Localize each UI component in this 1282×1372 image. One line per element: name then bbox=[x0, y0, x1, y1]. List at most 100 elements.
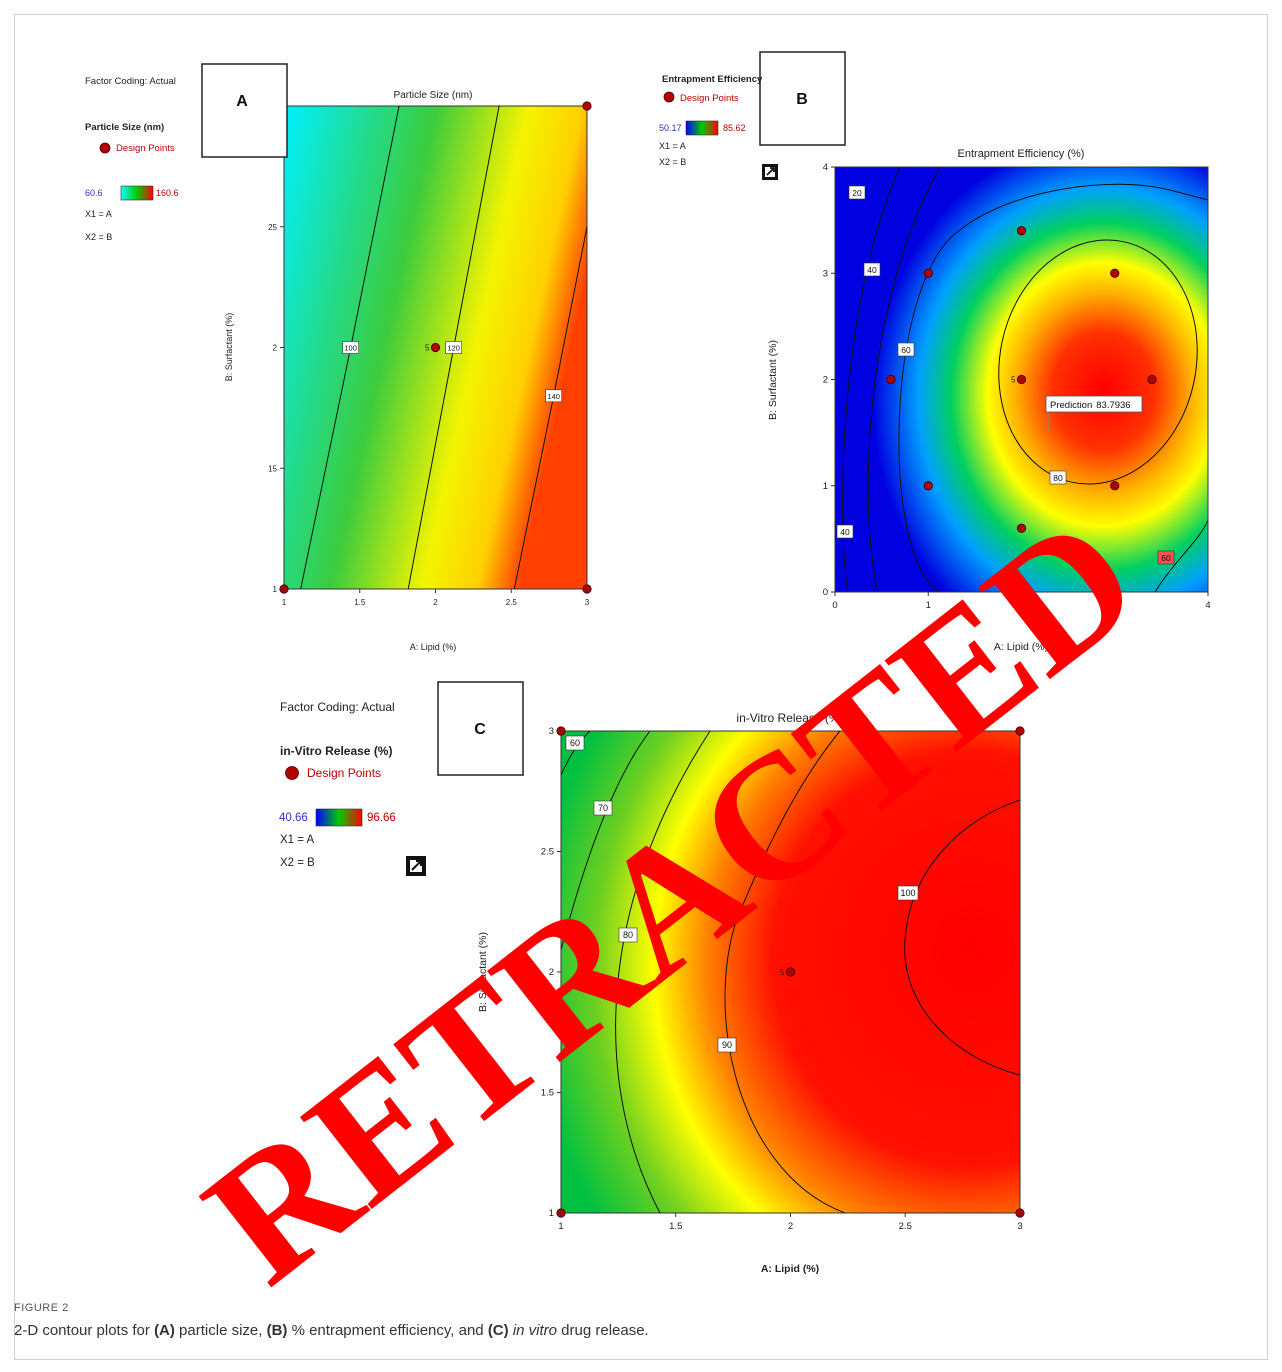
contour-label: 20 bbox=[852, 188, 862, 198]
design-points-b: 5 bbox=[886, 226, 1157, 533]
color-scale-b bbox=[685, 120, 719, 136]
panel-label-c: C bbox=[474, 721, 486, 738]
y-tick-label: 2 bbox=[549, 967, 554, 978]
design-point bbox=[1015, 726, 1025, 736]
contour-label-box bbox=[848, 185, 866, 200]
x-tick-label: 0 bbox=[832, 600, 837, 611]
y-tick-label: 2 bbox=[823, 375, 828, 386]
contour-label-box bbox=[618, 927, 638, 943]
contour-label-box bbox=[717, 1037, 737, 1053]
legend-x2-c: X2 = B bbox=[280, 857, 315, 869]
factor-coding-a: Factor Coding: Actual bbox=[85, 76, 176, 87]
figure-label: FIGURE 2 bbox=[14, 1302, 69, 1314]
contour-labels-b: 20 40 60 80 40 60 bbox=[836, 185, 1175, 565]
y-tick-label: 1 bbox=[823, 481, 828, 492]
design-point-count: 5 bbox=[1011, 376, 1016, 385]
legend-max-a: 160.6 bbox=[156, 188, 179, 198]
contour-label: 140 bbox=[547, 392, 560, 401]
x-tick-label: 3 bbox=[585, 598, 590, 607]
y-tick-label: 4 bbox=[823, 162, 828, 173]
contour-label-box bbox=[565, 735, 585, 751]
legend-response-c: in-Vitro Release (%) bbox=[280, 744, 392, 758]
contours-b bbox=[842, 166, 1209, 593]
prediction-label: Prediction 83.7936 bbox=[1050, 400, 1131, 411]
design-point bbox=[582, 101, 592, 111]
legend-design-points-b: Design Points bbox=[680, 93, 739, 104]
ticks-c: 1 1.5 2 2.5 3 1 1.5 2 2.5 3 bbox=[541, 726, 1023, 1232]
contour-label-box bbox=[897, 342, 915, 357]
y-tick-label: 0 bbox=[823, 587, 828, 598]
y-tick-label: 15 bbox=[268, 464, 277, 473]
figure-frame bbox=[14, 14, 1268, 1360]
design-point bbox=[923, 481, 933, 491]
design-point-count: 5 bbox=[780, 968, 785, 977]
contour-label-box bbox=[593, 800, 613, 816]
legend-x1-a: X1 = A bbox=[85, 209, 112, 219]
x-tick-label: 2 bbox=[433, 598, 438, 607]
y-tick-label: 3 bbox=[823, 268, 828, 279]
legend-min-c: 40.66 bbox=[279, 812, 308, 824]
y-axis-label-a: B: Surfactant (%) bbox=[224, 313, 234, 382]
contour-label: 40 bbox=[867, 265, 877, 275]
x-tick-label: 2.5 bbox=[899, 1221, 912, 1232]
contour-label-box bbox=[897, 885, 919, 901]
contour-label: 90 bbox=[722, 1040, 732, 1050]
contour-label: 80 bbox=[623, 930, 633, 940]
plot-title-a: Particle Size (nm) bbox=[394, 90, 473, 101]
legend-max-c: 96.66 bbox=[367, 812, 396, 824]
pop-out-icon[interactable] bbox=[406, 856, 426, 876]
contour-label: 40 bbox=[840, 527, 850, 537]
y-tick-label: 1.5 bbox=[541, 1088, 554, 1099]
contour-labels-c: 60 70 80 90 100 bbox=[565, 735, 919, 1053]
panel-label-box-b bbox=[759, 51, 846, 146]
figure-caption: 2-D contour plots for (A) particle size,… bbox=[14, 1322, 649, 1339]
plot-title-b: Entrapment Efficiency (%) bbox=[958, 148, 1085, 160]
contour-label: 60 bbox=[1161, 553, 1171, 563]
legend-min-b: 50.17 bbox=[659, 123, 682, 133]
x-tick-label: 1 bbox=[926, 600, 931, 611]
panel-label-a: A bbox=[236, 93, 248, 110]
panel-label-b: B bbox=[796, 91, 808, 108]
contour-label: 100 bbox=[900, 888, 915, 898]
panel-c: 60 70 80 90 100 5 1 1.5 2 2.5 3 1 1.5 2 2.5 3 in-Vitr… bbox=[279, 681, 1025, 1275]
contour-label-box bbox=[863, 262, 881, 277]
x-axis-label-c: A: Lipid (%) bbox=[761, 1263, 819, 1275]
x-tick-label: 2 bbox=[788, 1221, 793, 1232]
y-axis-label-c: B: Surfactant (%) bbox=[477, 932, 489, 1012]
pop-out-icon[interactable] bbox=[762, 164, 778, 180]
x-axis-label-b: A: Lipid (%) bbox=[994, 641, 1048, 653]
legend-x1-b: X1 = A bbox=[659, 141, 686, 151]
design-point bbox=[430, 342, 441, 353]
x-axis-label-a: A: Lipid (%) bbox=[410, 642, 457, 652]
x-tick-label: 2 bbox=[1019, 600, 1024, 611]
contour-label: 80 bbox=[1053, 473, 1063, 483]
contour-label: 100 bbox=[344, 344, 357, 353]
legend-design-points-c: Design Points bbox=[307, 766, 381, 780]
legend-response-a: Particle Size (nm) bbox=[85, 122, 164, 133]
x-tick-label: 3 bbox=[1017, 1221, 1022, 1232]
x-tick-label: 1 bbox=[282, 598, 287, 607]
contour-label-box bbox=[836, 524, 854, 539]
plot-title-c: in-Vitro Release (%) bbox=[736, 711, 843, 725]
contour-label: 60 bbox=[570, 738, 580, 748]
contour-label-box bbox=[1157, 550, 1175, 565]
y-tick-label: 2.5 bbox=[541, 847, 554, 858]
legend-x2-b: X2 = B bbox=[659, 157, 686, 167]
y-tick-label: 1 bbox=[273, 585, 278, 594]
design-point-icon bbox=[99, 142, 111, 154]
x-tick-label: 1.5 bbox=[354, 598, 366, 607]
x-tick-label: 4 bbox=[1205, 600, 1210, 611]
panel-label-box-a bbox=[201, 63, 288, 158]
x-tick-label: 3 bbox=[1112, 600, 1117, 611]
contour-label: 70 bbox=[598, 803, 608, 813]
color-scale-c bbox=[315, 808, 363, 827]
y-tick-label: 1 bbox=[549, 1208, 554, 1219]
legend-max-b: 85.62 bbox=[723, 123, 746, 133]
panel-a: 100 120 140 5 1 1.5 2 2.5 3 1 15 2 25 Particle Siz… bbox=[85, 63, 592, 652]
design-point bbox=[1016, 226, 1027, 236]
contour-label-box bbox=[545, 389, 562, 403]
design-point bbox=[1147, 374, 1157, 385]
contour-label-box bbox=[1049, 470, 1067, 485]
